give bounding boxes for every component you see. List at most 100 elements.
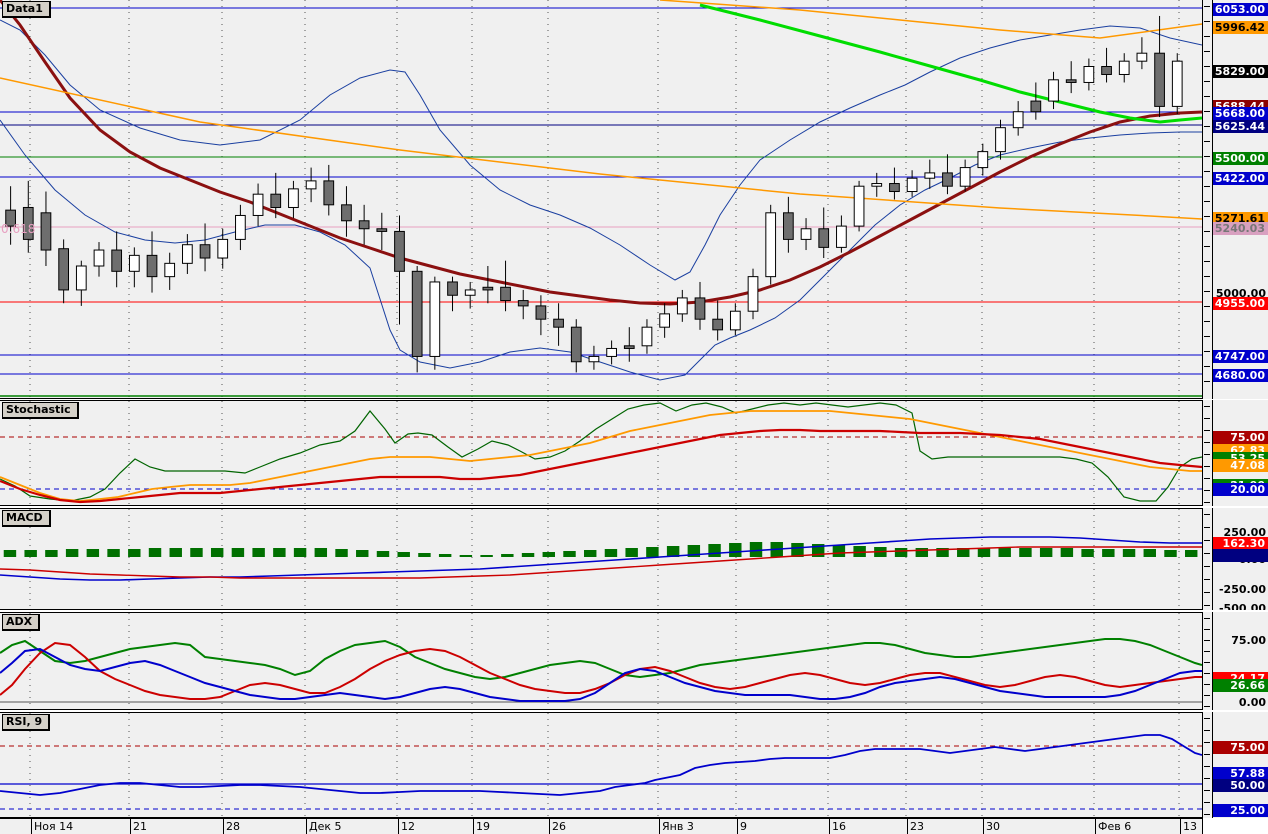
panel-title-stochastic[interactable]: Stochastic: [2, 402, 79, 419]
candle-body: [217, 238, 229, 259]
price-scale[interactable]: 5240.035000.006053.005996.425829.005688.…: [1202, 0, 1268, 399]
adx-plot-area[interactable]: [0, 613, 1202, 709]
macd-histogram-bar: [86, 549, 100, 557]
scale-tick: [1204, 618, 1210, 619]
candle-body: [447, 281, 458, 296]
scale-price-tag[interactable]: 26.66: [1213, 679, 1268, 692]
panel-title-price[interactable]: Data1: [2, 1, 51, 18]
rsi-plot-area[interactable]: [0, 713, 1202, 817]
scale-tick: [1204, 171, 1210, 172]
time-axis[interactable]: Ноя 14 21 28 Дек 5 12 19 26 Янв 3 9 16 23 30 Фев 6 13: [0, 818, 1202, 834]
candle-body: [1136, 52, 1148, 62]
macd-histogram-bar: [1143, 549, 1156, 557]
macd-histogram-bar: [977, 548, 991, 557]
scale-tick: [1204, 514, 1210, 515]
scale-tick: [1204, 490, 1210, 491]
time-axis-label: Ноя 14: [34, 820, 74, 833]
macd-histogram-bar: [459, 555, 473, 557]
macd-histogram-bar: [314, 548, 328, 557]
time-axis-separator: [659, 819, 660, 834]
scale-price-tag[interactable]: 162.30: [1213, 537, 1268, 550]
scale-price-tag[interactable]: 50.00: [1213, 779, 1268, 792]
scale-price-tag[interactable]: 75.00: [1213, 741, 1268, 754]
scale-price-tag[interactable]: 5996.42: [1213, 21, 1268, 34]
scale-price-tag[interactable]: 5829.00: [1213, 65, 1268, 78]
scale-price-tag[interactable]: 4955.00: [1213, 297, 1268, 310]
stochastic-plot-area[interactable]: [0, 401, 1202, 505]
scale-tick: [1204, 790, 1210, 791]
scale-tick: [1204, 36, 1210, 37]
scale-tick: [1204, 695, 1210, 696]
macd-histogram-bar: [729, 543, 742, 557]
scale-price-tag[interactable]: 47.08: [1213, 459, 1268, 472]
scale-tick: [1204, 802, 1210, 803]
macd-panel[interactable]: MACD: [0, 508, 1202, 610]
scale-tick: [1204, 814, 1210, 815]
candle-body: [729, 310, 741, 331]
scale-price-tag[interactable]: 5625.44: [1213, 120, 1268, 133]
scale-tick: [1204, 261, 1210, 262]
time-axis-separator: [549, 819, 550, 834]
macd-histogram-bar: [563, 551, 576, 557]
macd-histogram-bar: [480, 555, 493, 557]
scale-price-tag[interactable]: 4680.00: [1213, 369, 1268, 382]
scale-price-tag[interactable]: 25.00: [1213, 804, 1268, 817]
scale-tick: [1204, 156, 1210, 157]
scale-price-tag[interactable]: 5240.03: [1213, 222, 1268, 235]
macd-plot-area[interactable]: [0, 509, 1202, 609]
panel-title-macd[interactable]: MACD: [2, 510, 51, 527]
scale-price-tag[interactable]: 5422.00: [1213, 172, 1268, 185]
candle-body: [5, 209, 16, 227]
scale-tick: [1204, 216, 1210, 217]
scale-tick: [1204, 605, 1210, 606]
scale-tick: [1204, 201, 1210, 202]
time-axis-label: 21: [133, 820, 147, 833]
candle-body: [623, 345, 635, 349]
scale-tick: [1204, 381, 1210, 382]
rsi-panel[interactable]: RSI, 9: [0, 712, 1202, 818]
scale-price-tag[interactable]: 4747.00: [1213, 350, 1268, 363]
stoch-k-line: [0, 402, 1202, 502]
stochastic-panel[interactable]: Stochastic: [0, 400, 1202, 506]
bollinger-upper: [0, 19, 1202, 281]
rsi-scale[interactable]: 75.00 57.88 50.00 25.00: [1202, 712, 1268, 818]
scale-price-tag[interactable]: 6053.00: [1213, 3, 1268, 16]
macd-histogram-bar: [107, 549, 120, 557]
scale-value-label: 75.00: [1231, 634, 1266, 647]
scale-price-tag[interactable]: 5271.61: [1213, 212, 1268, 225]
macd-histogram-bar: [1060, 548, 1074, 557]
scale-price-tag[interactable]: 20.00: [1213, 483, 1268, 496]
scale-price-tag[interactable]: 5500.00: [1213, 152, 1268, 165]
price-plot-area[interactable]: [0, 0, 1202, 398]
candle-body: [500, 286, 511, 302]
ma-long-red: [0, 0, 1202, 306]
adx-scale[interactable]: 75.000.0024.1726.66: [1202, 612, 1268, 710]
panel-title-rsi[interactable]: RSI, 9: [2, 714, 51, 731]
candle-body: [906, 177, 918, 193]
candle-body: [411, 270, 423, 357]
stoch-d-orange: [0, 410, 1202, 502]
macd-tick-column: [1203, 508, 1213, 610]
scale-tick: [1204, 592, 1210, 593]
scale-tick: [1204, 6, 1210, 7]
scale-tick: [1204, 706, 1210, 707]
time-axis-label: 9: [740, 820, 747, 833]
scale-price-tag[interactable]: 5668.00: [1213, 107, 1268, 120]
axis-corner: [1202, 818, 1268, 834]
scale-price-tag[interactable]: 75.00: [1213, 431, 1268, 444]
price-chart-panel[interactable]: Data1 Портал для трейдеров - ForTrader.r…: [0, 0, 1202, 399]
scale-tick: [1204, 126, 1210, 127]
macd-histogram-bar: [1102, 549, 1115, 557]
candle-body: [22, 206, 34, 240]
scale-tick: [1204, 579, 1210, 580]
macd-histogram-bar: [666, 546, 680, 557]
adx-panel[interactable]: ADX: [0, 612, 1202, 710]
scale-price-tag[interactable]: 57.88: [1213, 767, 1268, 780]
macd-histogram-bar: [190, 548, 203, 557]
scale-price-tag[interactable]: [1213, 549, 1268, 562]
panel-title-adx[interactable]: ADX: [2, 614, 41, 631]
macd-histogram-bar: [1185, 550, 1198, 557]
scale-tick: [1204, 662, 1210, 663]
